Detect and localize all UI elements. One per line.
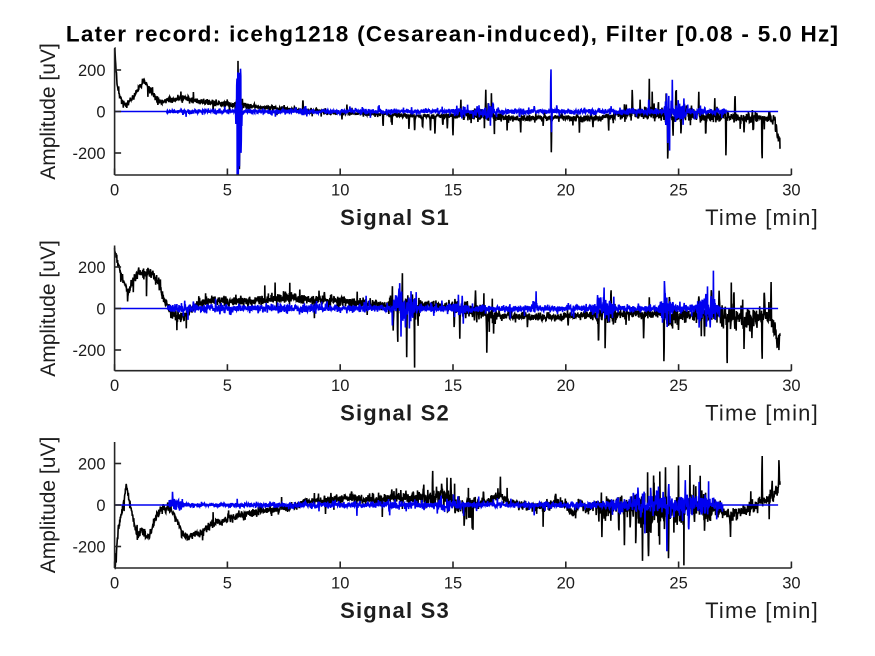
svg-text:Amplitude [uV]: Amplitude [uV] — [37, 43, 60, 180]
svg-text:-200: -200 — [72, 342, 105, 360]
svg-text:Signal S2: Signal S2 — [340, 401, 450, 426]
svg-text:15: 15 — [444, 182, 462, 200]
svg-text:0: 0 — [96, 497, 105, 515]
svg-text:0: 0 — [96, 104, 105, 122]
svg-text:Time [min]: Time [min] — [705, 205, 819, 230]
svg-text:Amplitude [uV]: Amplitude [uV] — [37, 240, 60, 377]
svg-text:20: 20 — [557, 575, 575, 593]
svg-text:5: 5 — [223, 182, 232, 200]
svg-text:Later record: icehg1218 (Cesar: Later record: icehg1218 (Cesarean-induce… — [66, 22, 840, 47]
svg-text:10: 10 — [331, 575, 349, 593]
svg-text:Time [min]: Time [min] — [705, 401, 819, 426]
svg-text:200: 200 — [78, 259, 106, 277]
svg-text:20: 20 — [557, 377, 575, 395]
svg-text:5: 5 — [223, 377, 232, 395]
svg-text:0: 0 — [110, 377, 119, 395]
svg-text:30: 30 — [782, 182, 800, 200]
svg-text:10: 10 — [331, 377, 349, 395]
svg-text:25: 25 — [669, 182, 687, 200]
svg-text:25: 25 — [669, 377, 687, 395]
svg-text:0: 0 — [110, 575, 119, 593]
svg-text:0: 0 — [110, 182, 119, 200]
svg-text:0: 0 — [96, 301, 105, 319]
svg-text:10: 10 — [331, 182, 349, 200]
svg-text:Time [min]: Time [min] — [705, 598, 819, 623]
svg-text:15: 15 — [444, 575, 462, 593]
svg-text:25: 25 — [669, 575, 687, 593]
svg-text:-200: -200 — [72, 539, 105, 557]
svg-text:200: 200 — [78, 456, 106, 474]
svg-text:200: 200 — [78, 62, 106, 80]
svg-text:15: 15 — [444, 377, 462, 395]
svg-text:-200: -200 — [72, 145, 105, 163]
svg-text:30: 30 — [782, 575, 800, 593]
svg-text:30: 30 — [782, 377, 800, 395]
svg-text:Amplitude [uV]: Amplitude [uV] — [37, 437, 60, 574]
svg-text:20: 20 — [557, 182, 575, 200]
svg-text:Signal S3: Signal S3 — [340, 598, 450, 623]
svg-text:Signal S1: Signal S1 — [340, 205, 450, 230]
svg-text:5: 5 — [223, 575, 232, 593]
